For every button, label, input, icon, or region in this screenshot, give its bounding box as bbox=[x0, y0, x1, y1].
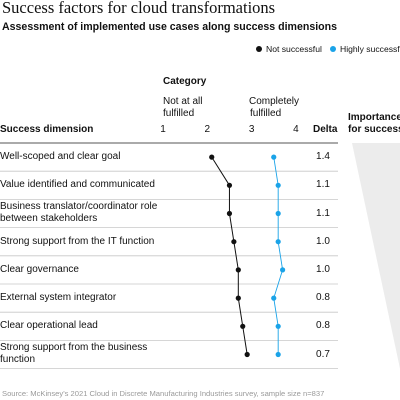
point-not-successful bbox=[244, 351, 250, 358]
legend-label-highly-successful: Highly successful bbox=[340, 44, 400, 54]
delta-value: 0.8 bbox=[316, 320, 330, 332]
delta-value: 1.1 bbox=[316, 179, 330, 191]
point-not-successful bbox=[231, 239, 237, 245]
delta-value: 1.1 bbox=[316, 207, 330, 219]
row-label: Clear governance bbox=[0, 263, 79, 275]
series-line-not-successful bbox=[211, 156, 248, 355]
legend-dot-not-successful bbox=[256, 46, 262, 52]
point-not-successful bbox=[226, 210, 233, 217]
point-highly-successful bbox=[275, 239, 281, 245]
source-note: Source: McKinsey's 2021 Cloud in Discret… bbox=[2, 389, 325, 398]
not-at-all-label-2: fulfilled bbox=[163, 108, 195, 119]
legend-item-highly-successful: Highly successful bbox=[330, 44, 400, 54]
delta-value: 0.7 bbox=[316, 348, 330, 360]
x-tick-label: 1 bbox=[160, 124, 166, 135]
importance-header-1: Importance bbox=[348, 112, 400, 123]
row-label: Value identified and communicated bbox=[0, 179, 155, 191]
row-label: Well-scoped and clear goal bbox=[0, 151, 121, 163]
point-not-successful bbox=[226, 182, 233, 188]
point-highly-successful bbox=[275, 182, 281, 188]
point-not-successful bbox=[209, 154, 215, 160]
importance-header-2: for success bbox=[348, 124, 400, 135]
delta-value: 1.0 bbox=[316, 263, 330, 275]
completely-label-2: fulfilled bbox=[250, 108, 282, 119]
point-highly-successful bbox=[280, 267, 286, 273]
delta-header: Delta bbox=[313, 124, 338, 135]
point-highly-successful bbox=[275, 323, 281, 329]
point-not-successful bbox=[240, 323, 246, 329]
point-highly-successful bbox=[271, 295, 277, 301]
chart-subtitle: Assessment of implemented use cases alon… bbox=[2, 21, 338, 33]
delta-value: 0.8 bbox=[316, 292, 330, 304]
legend-label-not-successful: Not successful bbox=[266, 44, 322, 54]
legend-item-not-successful: Not successful bbox=[256, 44, 322, 54]
point-highly-successful bbox=[271, 154, 277, 160]
point-not-successful bbox=[235, 295, 241, 301]
legend-dot-highly-successful bbox=[330, 46, 336, 52]
row-label: External system integrator bbox=[0, 292, 117, 304]
x-tick-label: 3 bbox=[249, 124, 255, 135]
row-label: Strong support from the business functio… bbox=[0, 342, 148, 366]
x-tick-label: 4 bbox=[293, 124, 299, 135]
not-at-all-label-1: Not at all bbox=[163, 96, 203, 107]
point-highly-successful bbox=[275, 351, 281, 358]
category-header: Category bbox=[163, 76, 207, 87]
chart-title: Success factors for cloud transformation… bbox=[2, 0, 276, 17]
x-tick-label: 2 bbox=[205, 124, 211, 135]
completely-label-1: Completely bbox=[249, 96, 300, 107]
row-label: Business translator/coordinator role bet… bbox=[0, 201, 158, 225]
importance-wedge bbox=[352, 143, 400, 369]
series-line-highly-successful bbox=[273, 157, 284, 355]
row-label: Strong support from the IT function bbox=[0, 235, 155, 247]
success-dimension-header: Success dimension bbox=[0, 124, 94, 135]
row-label: Clear operational lead bbox=[0, 320, 98, 332]
delta-value: 1.0 bbox=[316, 235, 330, 247]
delta-value: 1.4 bbox=[316, 151, 330, 163]
point-not-successful bbox=[235, 267, 241, 273]
point-highly-successful bbox=[275, 210, 281, 217]
